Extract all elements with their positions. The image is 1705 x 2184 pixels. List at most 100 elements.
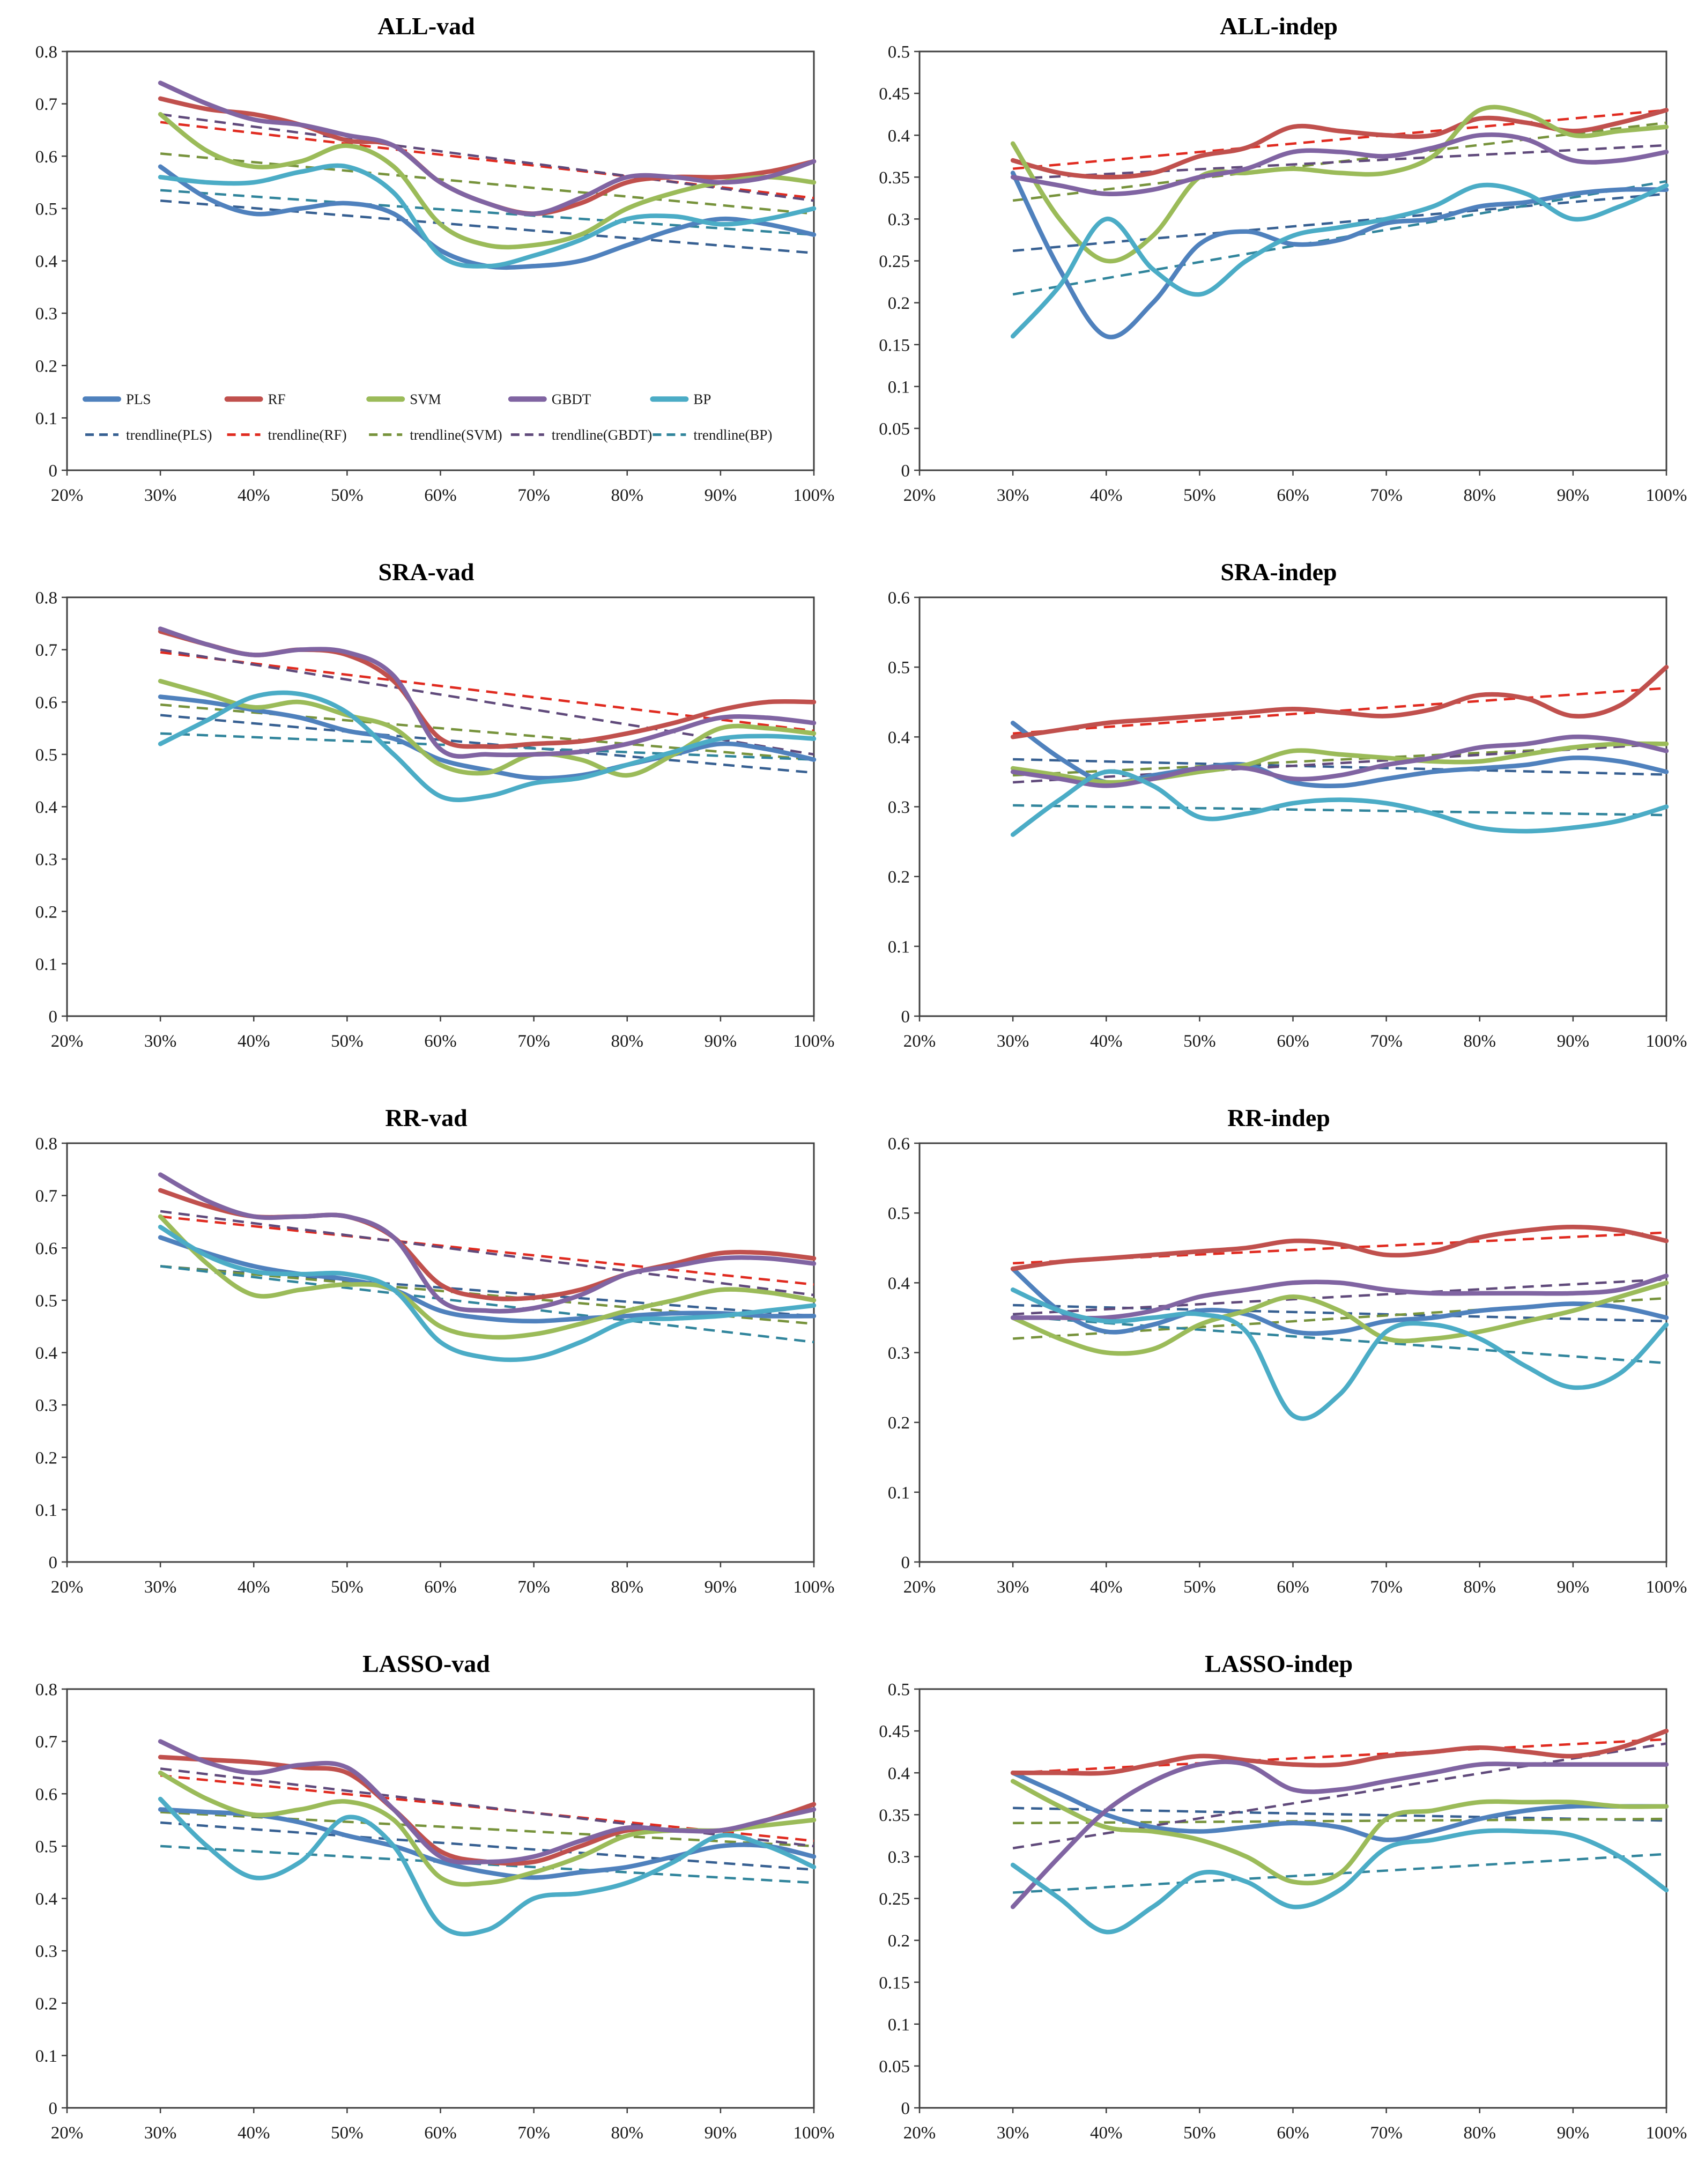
series-line-BP <box>158 1224 817 1363</box>
y-tick-label: 0.4 <box>35 252 57 271</box>
x-tick-label: 70% <box>517 1578 550 1597</box>
y-tick-label: 0.1 <box>888 377 910 397</box>
legend-label-trendline-GBDT: trendline(GBDT) <box>552 427 652 443</box>
y-tick-label: 0.35 <box>879 1806 910 1825</box>
chart-title: RR-vad <box>385 1104 468 1131</box>
series-line-BP <box>1010 182 1669 339</box>
y-tick-label: 0.2 <box>35 1448 57 1468</box>
legend-label-BP: BP <box>693 391 711 408</box>
x-tick-label: 50% <box>331 2123 364 2143</box>
y-tick-label: 0.4 <box>888 1764 910 1783</box>
plot-border <box>918 50 1667 471</box>
chart-title: SRA-indep <box>1220 558 1337 586</box>
series-line-SVM <box>1010 105 1669 264</box>
y-tick-label: 0.8 <box>35 1682 57 1700</box>
series-line-GBDT <box>1010 734 1669 788</box>
series-line-SVM <box>158 678 817 778</box>
x-tick-label: 60% <box>424 1578 457 1597</box>
series-line-SVM <box>1010 1280 1669 1356</box>
chart-all-indep: ALL-indep 0 0.05 0.1 0.15 0.2 0.25 0.3 0.35 0.4 0… <box>853 0 1705 546</box>
line-plot: 0 0.05 0.1 0.15 0.2 0.25 0.3 0.35 0.4 0.45 0.5 20% 3… <box>879 44 1687 505</box>
chart-rr-vad: RR-vad 0 0.1 0.2 0.3 0.4 0.5 0.6 0.7 0.8 20% 30% 40… <box>0 1092 853 1638</box>
trendline-RF <box>160 1215 814 1286</box>
x-tick-label: 30% <box>997 1578 1029 1597</box>
y-tick-label: 0.1 <box>35 1501 57 1520</box>
chart-title: LASSO-indep <box>1204 1650 1353 1677</box>
x-tick-label: 30% <box>144 1032 177 1051</box>
chart-title: SRA-vad <box>378 558 475 586</box>
y-tick-label: 0.6 <box>888 1136 910 1154</box>
x-tick-label: 40% <box>1090 1578 1123 1597</box>
x-tick-label: 40% <box>238 1578 270 1597</box>
x-tick-label: 20% <box>51 2123 84 2143</box>
y-tick-label: 0.2 <box>35 902 57 922</box>
y-tick-label: 0.1 <box>35 409 57 428</box>
x-tick-label: 70% <box>517 1032 550 1051</box>
y-tick-label: 0.8 <box>35 590 57 608</box>
plot-border <box>918 1142 1667 1563</box>
legend-label-trendline-SVM: trendline(SVM) <box>410 427 502 443</box>
chart-lasso-vad: LASSO-vad 0 0.1 0.2 0.3 0.4 0.5 0.6 0.7 0.8 20% 30… <box>0 1638 853 2183</box>
x-tick-label: 70% <box>1370 1578 1403 1597</box>
x-tick-label: 30% <box>997 2123 1029 2143</box>
x-tick-label: 80% <box>611 1578 644 1597</box>
x-tick-label: 30% <box>144 486 177 505</box>
series-line-GBDT <box>1010 1759 1669 1909</box>
legend-label-trendline-PLS: trendline(PLS) <box>126 427 212 443</box>
x-tick-label: 20% <box>903 486 936 505</box>
x-tick-label: 50% <box>1183 486 1216 505</box>
x-tick-label: 100% <box>1646 1578 1687 1597</box>
y-tick-label: 0.5 <box>888 1204 910 1224</box>
y-tick-label: 0.45 <box>879 85 910 104</box>
x-tick-label: 50% <box>331 1578 364 1597</box>
y-tick-label: 0.5 <box>35 199 57 219</box>
y-tick-label: 0.6 <box>888 590 910 608</box>
y-tick-label: 0.25 <box>879 252 910 271</box>
y-tick-label: 0.4 <box>35 1344 57 1363</box>
y-tick-label: 0.6 <box>35 1239 57 1258</box>
y-tick-label: 0.5 <box>888 44 910 62</box>
series-line-GBDT <box>1010 1274 1669 1321</box>
y-tick-label: 0.8 <box>35 44 57 62</box>
x-tick-label: 60% <box>1277 1578 1309 1597</box>
x-tick-label: 20% <box>51 1578 84 1597</box>
legend-label-SVM: SVM <box>410 391 441 408</box>
x-tick-label: 30% <box>144 2123 177 2143</box>
series-line-BP <box>158 1796 817 1937</box>
x-tick-label: 90% <box>705 486 737 505</box>
y-tick-label: 0 <box>49 462 58 481</box>
line-plot: 0 0.1 0.2 0.3 0.4 0.5 0.6 0.7 0.8 20% 30% 40% 50% 60%… <box>35 1682 835 2143</box>
legend-label-GBDT: GBDT <box>552 391 591 408</box>
y-tick-label: 0 <box>901 1008 910 1027</box>
x-tick-label: 90% <box>705 1578 737 1597</box>
series-line-GBDT <box>158 1739 817 1865</box>
y-tick-label: 0.7 <box>35 1187 57 1206</box>
x-tick-label: 100% <box>1646 1032 1687 1051</box>
chart-sra-indep: SRA-indep 0 0.1 0.2 0.3 0.4 0.5 0.6 20% 30% 40% 50… <box>853 546 1705 1092</box>
plot-border <box>66 1142 815 1563</box>
x-tick-label: 90% <box>705 1032 737 1051</box>
legend-label-trendline-BP: trendline(BP) <box>693 427 772 443</box>
y-tick-label: 0.2 <box>888 868 910 887</box>
series-line-GBDT <box>158 1172 817 1314</box>
plot-border <box>918 1688 1667 2109</box>
x-tick-label: 60% <box>424 1032 457 1051</box>
chart-title: ALL-vad <box>377 12 475 40</box>
y-tick-label: 0.05 <box>879 2057 910 2076</box>
x-tick-label: 80% <box>1464 486 1496 505</box>
x-tick-label: 20% <box>903 1032 936 1051</box>
x-tick-label: 40% <box>238 2123 270 2143</box>
y-tick-label: 0.3 <box>35 850 57 870</box>
trendline-GBDT <box>160 1210 814 1297</box>
x-tick-label: 100% <box>794 1032 835 1051</box>
y-tick-label: 0.8 <box>35 1136 57 1154</box>
x-tick-label: 50% <box>1183 1032 1216 1051</box>
y-tick-label: 0.1 <box>35 2047 57 2066</box>
legend-label-PLS: PLS <box>126 391 151 408</box>
x-tick-label: 70% <box>1370 2123 1403 2143</box>
y-tick-label: 0 <box>49 2099 58 2119</box>
series-line-PLS <box>1010 1770 1669 1842</box>
y-tick-label: 0.2 <box>35 1994 57 2013</box>
series-line-GBDT <box>158 80 817 216</box>
y-tick-label: 0.5 <box>35 1291 57 1311</box>
